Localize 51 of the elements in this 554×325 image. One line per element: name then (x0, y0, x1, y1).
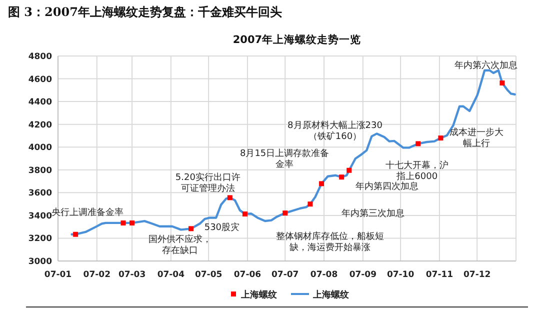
y-tick-label: 4600 (28, 74, 52, 85)
y-tick-label: 3800 (28, 166, 52, 176)
point (339, 174, 344, 180)
annotation: 年内第三次加息 (340, 208, 406, 220)
point (130, 220, 135, 226)
y-tick-label: 4200 (28, 120, 52, 130)
y-tick-label: 3600 (28, 188, 52, 199)
chart-subtitle: 2007年上海螺纹走势一览 (232, 33, 362, 46)
annotation: 年内第四次加息 (354, 182, 420, 193)
legend-label: 上海螺纹 (312, 290, 349, 300)
annotation: 530股灾 (203, 223, 241, 234)
y-tick-label: 4400 (28, 98, 52, 108)
point (282, 210, 288, 216)
x-tick-label: 07-04 (157, 270, 185, 280)
point (346, 168, 352, 173)
point (73, 232, 78, 237)
annotation: 8月15日上调存款准备金率 (238, 149, 330, 172)
annotation: 成本进一步大幅上行 (448, 128, 505, 150)
x-tick-label: 07-01 (44, 270, 72, 280)
x-tick-label: 07-08 (310, 270, 338, 280)
x-tick-label: 07-02 (83, 270, 111, 280)
annotation: 整体钢材库存低位，船板短缺，海运费开始暴涨 (275, 232, 386, 254)
point (438, 136, 444, 140)
point (227, 195, 232, 200)
x-tick-label: 07-07 (272, 270, 299, 280)
annotation: 国外供不应求，存在缺口 (148, 234, 212, 257)
x-tick-label: 07-10 (386, 270, 414, 280)
annotation: 8月原材料大幅上涨230（铁矿160） (286, 121, 384, 143)
y-tick-label: 4800 (28, 52, 52, 62)
legend-label: 上海螺纹 (240, 290, 277, 300)
point (188, 226, 194, 232)
y-tick-label: 3000 (28, 257, 52, 267)
annotation: 5.20实行出口许可证管理办法 (174, 172, 242, 195)
point (308, 202, 313, 207)
annotation: 年内第六次加息 (454, 61, 519, 72)
y-tick-label: 4000 (28, 143, 52, 154)
point (416, 141, 421, 146)
x-tick-label: 07-05 (194, 270, 222, 280)
point (319, 181, 324, 186)
chart-title: 图 3：2007年上海螺纹走势复盘：千金难买牛回头 (8, 5, 282, 19)
x-tick-label: 07-11 (426, 270, 454, 280)
point (242, 211, 248, 216)
x-tick-label: 07-12 (464, 270, 491, 280)
point (120, 220, 126, 226)
x-tick-label: 07-09 (349, 270, 377, 280)
y-tick-label: 3400 (28, 211, 52, 222)
y-tick-label: 3200 (28, 234, 52, 244)
x-tick-label: 07-06 (234, 270, 262, 280)
point (500, 80, 505, 86)
annotation: 十七大开幕，沪指上6000 (384, 160, 450, 182)
x-tick-label: 07-03 (118, 270, 146, 280)
